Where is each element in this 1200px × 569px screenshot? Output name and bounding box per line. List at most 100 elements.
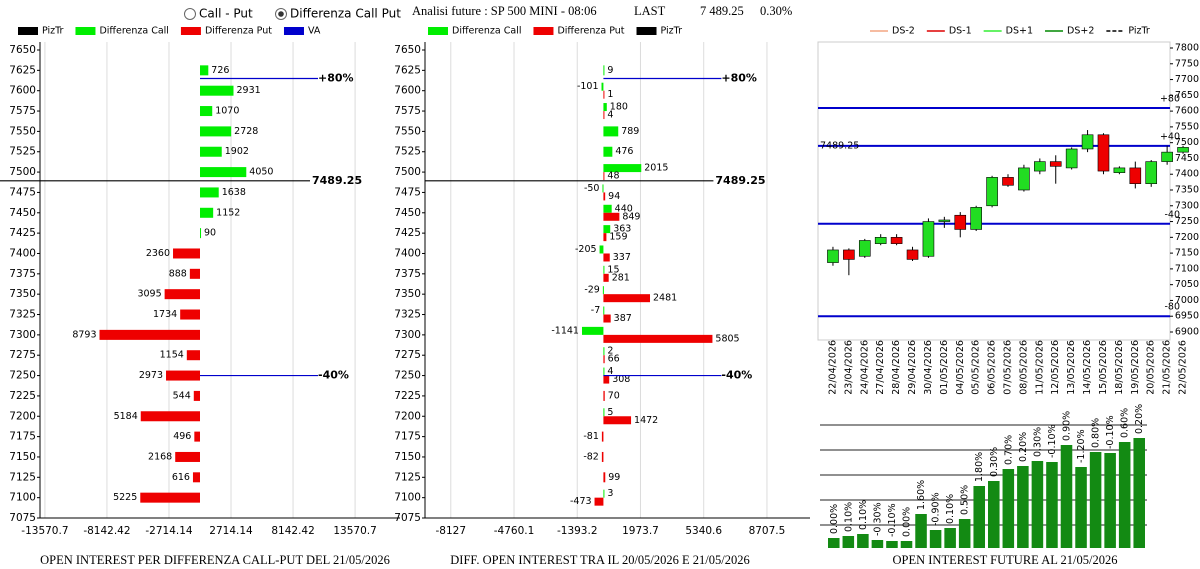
bar [175, 451, 200, 462]
bar [1002, 469, 1015, 548]
bar [603, 334, 713, 343]
bar [603, 103, 607, 112]
bar [603, 65, 605, 76]
bar [186, 350, 200, 361]
chart-title: OPEN INTEREST PER DIFFERENZA CALL-PUT DE… [40, 553, 390, 567]
x-tick-label: -2714.14 [145, 525, 193, 537]
value-label: -0.10% [1105, 415, 1116, 449]
value-label: 849 [622, 211, 640, 222]
y-tick-label: 7125 [9, 471, 36, 483]
legend-label: PizTr [1128, 26, 1150, 37]
value-label: 3095 [137, 289, 161, 300]
legend-swatch [428, 27, 448, 35]
bar [603, 225, 611, 234]
bar [603, 367, 605, 376]
legend-label: Differenza Call [99, 26, 168, 37]
level-label: -40 [1164, 209, 1180, 220]
y-tick-label: 7375 [9, 268, 36, 280]
value-label: 544 [173, 390, 191, 401]
bar [886, 541, 898, 548]
radio-label[interactable]: Differenza Call Put [290, 7, 401, 21]
value-label: 0.10% [858, 500, 869, 530]
radio-button[interactable] [184, 8, 196, 20]
value-label: 2360 [146, 248, 170, 259]
legend-label: DS+2 [1067, 26, 1094, 37]
bar [1046, 462, 1058, 548]
value-label: 15 [607, 264, 619, 275]
bar [603, 375, 610, 384]
bar [603, 146, 613, 157]
y-tick-label: 7250 [1175, 216, 1199, 227]
value-label: 1070 [215, 106, 239, 117]
bar [900, 541, 913, 548]
bar [1133, 438, 1145, 548]
y-tick-label: 7400 [394, 247, 421, 259]
candle-body [1145, 161, 1158, 184]
value-label: 2015 [644, 163, 668, 174]
y-tick-label: 7275 [394, 349, 421, 361]
bar [1118, 442, 1131, 548]
bar [603, 204, 612, 213]
y-tick-label: 7300 [1175, 200, 1199, 211]
x-tick-label: -8142.42 [83, 525, 130, 537]
bar [193, 390, 200, 401]
value-label: 337 [613, 252, 631, 263]
x-tick-label: 14/05/2026 [1082, 340, 1093, 395]
value-label: 2 [607, 346, 613, 357]
x-tick-label: 06/05/2026 [987, 340, 998, 395]
value-label: 8793 [72, 329, 96, 340]
candle-body [1177, 147, 1189, 153]
bar [200, 106, 213, 117]
value-label: 2931 [236, 85, 260, 96]
value-label: -1.20% [1076, 429, 1087, 463]
value-label: 726 [211, 65, 229, 76]
x-tick-label: -13570.7 [21, 525, 68, 537]
y-tick-label: 6900 [1175, 327, 1199, 338]
value-label: 1154 [160, 350, 184, 361]
y-tick-label: 7575 [9, 105, 36, 117]
bar [603, 355, 605, 364]
value-label: 440 [615, 203, 633, 214]
candle-body [843, 249, 855, 260]
bar [603, 306, 605, 315]
bar [173, 248, 200, 259]
bar [988, 481, 1000, 548]
x-tick-label: -4760.1 [494, 525, 535, 537]
value-label: -205 [575, 244, 597, 255]
bar [1060, 445, 1073, 548]
legend-swatch [533, 27, 554, 35]
candle-body [1002, 177, 1014, 186]
radio-label[interactable]: Call - Put [199, 7, 253, 21]
value-label: 9 [607, 65, 613, 76]
bar [200, 146, 222, 157]
y-tick-label: 7175 [394, 431, 421, 443]
y-tick-label: 7400 [9, 247, 36, 259]
candle-body [970, 207, 982, 230]
value-label: 5184 [114, 411, 138, 422]
candle-body [1081, 134, 1094, 150]
x-tick-label: 5340.6 [685, 525, 722, 537]
x-tick-label: -1393.2 [557, 525, 598, 537]
bar [200, 228, 202, 239]
x-tick-label: 11/05/2026 [1034, 340, 1045, 395]
y-tick-label: 7350 [9, 288, 36, 300]
bar [958, 519, 971, 548]
bar [944, 528, 956, 548]
x-tick-label: 19/05/2026 [1130, 340, 1141, 395]
bar [1075, 467, 1087, 548]
x-tick-label: -8127 [436, 525, 467, 537]
y-tick-label: 7600 [9, 85, 36, 97]
value-label: 0.10% [945, 494, 956, 524]
y-tick-label: 7450 [1175, 153, 1199, 164]
y-tick-label: 7125 [394, 471, 421, 483]
x-tick-label: 8142.42 [271, 525, 314, 537]
bar [180, 309, 200, 320]
value-label: 4 [607, 110, 613, 121]
value-label: 180 [610, 102, 628, 113]
y-tick-label: 7550 [9, 125, 36, 137]
value-label: -0.10% [887, 503, 898, 537]
candle-body [1129, 167, 1142, 184]
candle-body [874, 237, 887, 244]
level-label: +40 [1160, 131, 1180, 142]
legend-swatch [283, 27, 304, 35]
